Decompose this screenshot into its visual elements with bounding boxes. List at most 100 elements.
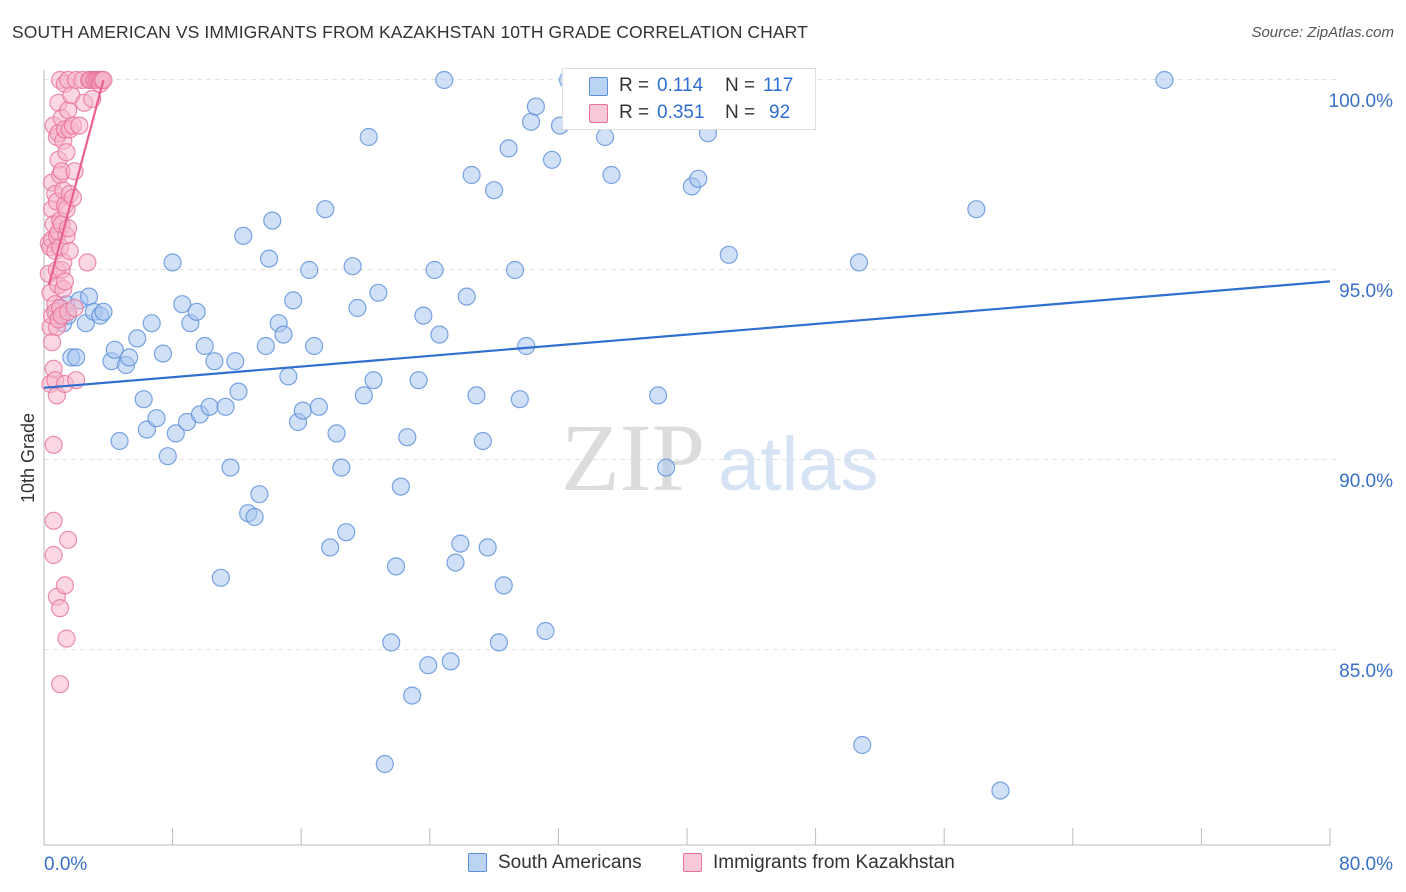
point-south-american bbox=[205, 352, 224, 371]
x-tick-label-max: 80.0% bbox=[1339, 854, 1393, 875]
point-south-american bbox=[489, 633, 509, 652]
point-south-american bbox=[284, 291, 303, 310]
point-kazakhstan bbox=[50, 675, 70, 694]
point-south-american bbox=[657, 458, 676, 477]
point-south-american bbox=[719, 245, 738, 264]
legend-swatch-blue bbox=[468, 853, 487, 872]
swatch-blue bbox=[589, 77, 608, 96]
point-south-american bbox=[67, 348, 86, 367]
point-south-american bbox=[505, 260, 525, 280]
point-kazakhstan bbox=[59, 101, 78, 120]
point-south-american bbox=[274, 325, 293, 344]
point-south-american bbox=[147, 409, 166, 428]
axis-labels: 85.0% 90.0% 95.0% 100.0% 0.0% 80.0% 10th Grade bbox=[18, 91, 1393, 875]
point-south-american bbox=[200, 397, 219, 416]
point-south-american bbox=[602, 165, 621, 185]
r-value: 0.351 bbox=[657, 102, 705, 123]
y-tick-label: 100.0% bbox=[1329, 91, 1394, 112]
point-south-american bbox=[419, 656, 438, 675]
point-kazakhstan bbox=[60, 241, 79, 261]
point-south-american bbox=[142, 314, 161, 333]
point-south-american bbox=[510, 390, 529, 409]
point-south-american bbox=[451, 534, 470, 553]
point-south-american bbox=[648, 386, 668, 405]
regression-lines bbox=[43, 79, 1331, 389]
series-points bbox=[39, 70, 1174, 800]
point-south-american bbox=[134, 390, 153, 409]
point-south-american bbox=[485, 181, 504, 200]
watermark-zip: ZIP bbox=[561, 404, 705, 511]
point-south-american bbox=[166, 424, 185, 443]
point-south-american bbox=[173, 295, 192, 314]
point-south-american bbox=[158, 447, 177, 466]
point-south-american bbox=[391, 477, 410, 496]
point-south-american bbox=[478, 538, 497, 557]
point-south-american bbox=[446, 553, 465, 572]
y-axis-title: 10th Grade bbox=[18, 413, 38, 503]
point-south-american bbox=[689, 169, 708, 188]
point-south-american bbox=[364, 371, 383, 390]
axes bbox=[43, 70, 1331, 846]
point-south-american bbox=[430, 325, 449, 344]
point-south-american bbox=[359, 127, 378, 147]
point-south-american bbox=[409, 371, 428, 390]
swatch-pink bbox=[589, 104, 608, 123]
point-kazakhstan bbox=[44, 511, 63, 530]
point-south-american bbox=[521, 112, 541, 131]
point-south-american bbox=[375, 754, 394, 774]
point-south-american bbox=[128, 329, 147, 348]
point-south-american bbox=[403, 686, 422, 705]
point-kazakhstan bbox=[44, 545, 63, 565]
point-south-american bbox=[293, 401, 312, 420]
point-south-american bbox=[536, 621, 555, 641]
regression-line bbox=[43, 280, 1331, 389]
point-south-american bbox=[256, 336, 275, 356]
n-value: 117 bbox=[763, 75, 794, 96]
point-kazakhstan bbox=[65, 298, 84, 318]
point-south-american bbox=[425, 260, 444, 280]
point-south-american bbox=[304, 336, 324, 356]
point-south-american bbox=[457, 287, 476, 306]
r-value: 0.114 bbox=[657, 75, 704, 96]
point-south-american bbox=[595, 127, 615, 147]
point-south-american bbox=[245, 507, 264, 527]
point-south-american bbox=[195, 336, 214, 356]
point-south-american bbox=[187, 302, 206, 321]
point-south-american bbox=[354, 386, 373, 405]
legend-label: Immigrants from Kazakhstan bbox=[713, 852, 955, 873]
point-kazakhstan bbox=[50, 599, 70, 618]
n-label: N = bbox=[725, 102, 756, 123]
grid-lines bbox=[44, 79, 1340, 650]
legend-label: South Americans bbox=[498, 852, 642, 873]
point-south-american bbox=[234, 226, 253, 245]
watermark-atlas: atlas bbox=[718, 422, 879, 507]
regression-line bbox=[47, 79, 105, 286]
x-tick-label-min: 0.0% bbox=[44, 854, 87, 875]
point-south-american bbox=[250, 485, 269, 504]
point-south-american bbox=[386, 557, 406, 576]
point-south-american bbox=[321, 538, 340, 557]
point-south-american bbox=[226, 352, 245, 371]
point-south-american bbox=[163, 253, 182, 272]
point-south-american bbox=[153, 344, 173, 363]
point-south-american bbox=[309, 397, 328, 416]
zipatlas-watermark: ZIP atlas bbox=[561, 404, 879, 511]
point-south-american bbox=[414, 306, 433, 325]
point-south-american bbox=[441, 652, 460, 671]
point-south-american bbox=[517, 336, 536, 356]
point-south-american bbox=[279, 367, 298, 386]
point-south-american bbox=[991, 781, 1010, 800]
point-south-american bbox=[473, 431, 492, 451]
legend-swatch-pink bbox=[683, 853, 702, 872]
point-kazakhstan bbox=[55, 576, 74, 595]
point-kazakhstan bbox=[78, 253, 97, 272]
point-south-american bbox=[332, 458, 351, 477]
stats-legend: R = 0.114 N = 117 R = 0.351 N = 92 bbox=[562, 68, 816, 130]
point-south-american bbox=[259, 249, 279, 268]
point-south-american bbox=[300, 260, 319, 280]
point-kazakhstan bbox=[70, 116, 89, 135]
y-tick-label: 90.0% bbox=[1339, 471, 1393, 492]
point-south-american bbox=[79, 287, 99, 306]
chart-title: SOUTH AMERICAN VS IMMIGRANTS FROM KAZAKH… bbox=[12, 22, 808, 42]
